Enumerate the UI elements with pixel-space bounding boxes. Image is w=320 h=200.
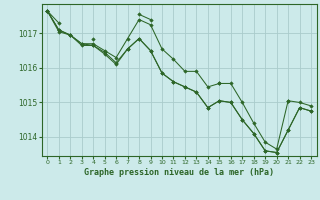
X-axis label: Graphe pression niveau de la mer (hPa): Graphe pression niveau de la mer (hPa) — [84, 168, 274, 177]
